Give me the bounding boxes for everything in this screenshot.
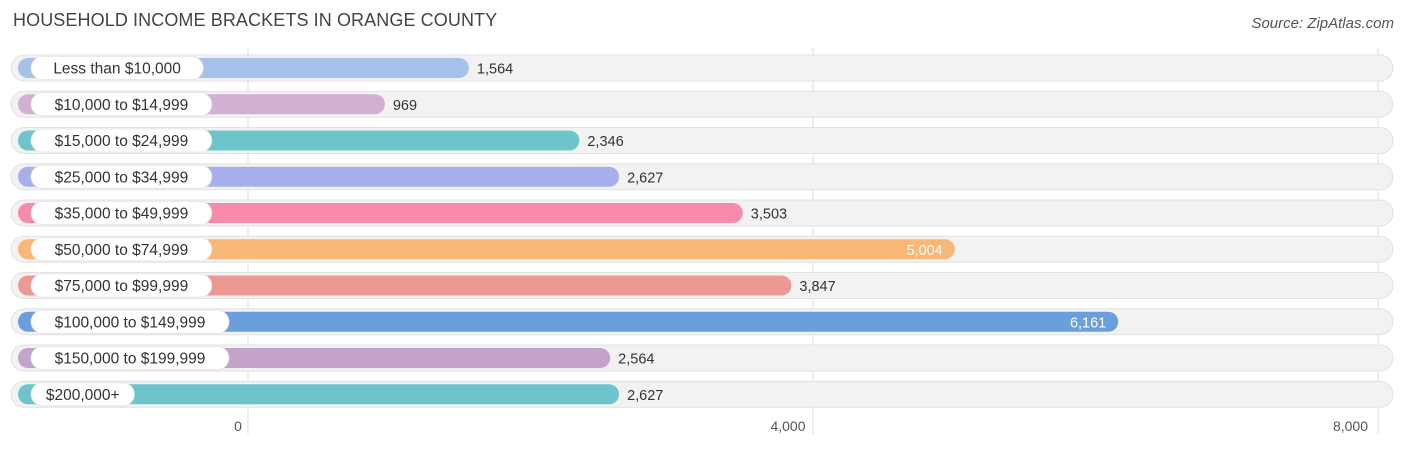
value-label: 1,564 — [477, 62, 513, 78]
bar — [18, 239, 955, 260]
category-label: $35,000 to $49,999 — [55, 206, 189, 223]
value-label: 2,627 — [627, 170, 663, 186]
value-label: 969 — [393, 98, 417, 114]
category-label: $50,000 to $74,999 — [55, 242, 189, 259]
value-label: 5,004 — [907, 243, 943, 259]
category-label: $15,000 to $24,999 — [55, 133, 189, 150]
value-label: 2,564 — [618, 352, 654, 368]
chart-title: HOUSEHOLD INCOME BRACKETS IN ORANGE COUN… — [13, 10, 498, 30]
category-pill — [30, 128, 213, 153]
category-label: $200,000+ — [46, 387, 120, 404]
value-label: 3,847 — [799, 279, 835, 295]
category-pill — [30, 237, 213, 262]
category-label: $100,000 to $149,999 — [55, 314, 206, 331]
category-label: $150,000 to $199,999 — [55, 351, 206, 368]
category-pill — [30, 92, 213, 117]
x-tick-label: 8,000 — [1333, 418, 1368, 434]
category-label: Less than $10,000 — [53, 61, 181, 78]
category-pill — [30, 309, 230, 334]
value-label: 2,627 — [627, 388, 663, 404]
category-pill — [30, 382, 135, 407]
category-label: $10,000 to $14,999 — [55, 97, 189, 114]
category-pill — [30, 273, 213, 298]
bar — [18, 275, 792, 296]
bar — [18, 384, 620, 405]
x-tick-label: 4,000 — [770, 418, 805, 434]
category-pill — [30, 56, 204, 80]
category-pill — [30, 346, 230, 370]
value-label: 2,346 — [587, 134, 623, 150]
category-pill — [30, 201, 213, 225]
category-label: $75,000 to $99,999 — [55, 278, 189, 295]
x-tick-label: 0 — [234, 418, 242, 434]
category-label: $25,000 to $34,999 — [55, 169, 189, 186]
category-pill — [30, 164, 213, 189]
value-label: 3,503 — [751, 207, 787, 223]
source-note: Source: ZipAtlas.com — [1251, 15, 1394, 32]
value-label: 6,161 — [1070, 315, 1106, 331]
bar — [18, 311, 1119, 332]
